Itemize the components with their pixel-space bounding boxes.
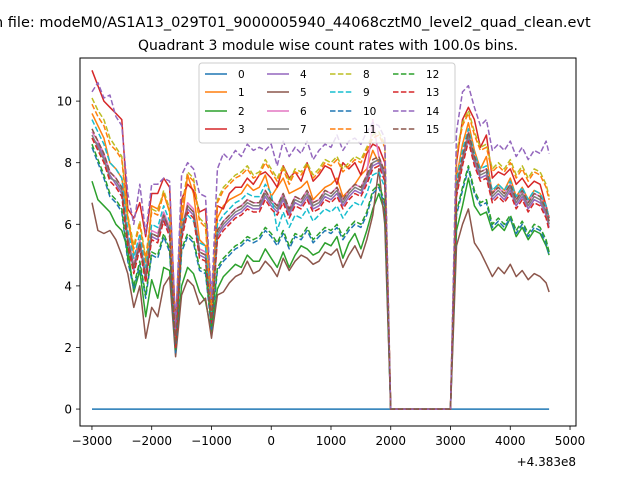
series-line-4 bbox=[91, 137, 550, 410]
legend-label: 8 bbox=[363, 69, 370, 81]
legend-label: 9 bbox=[363, 87, 370, 99]
legend-label: 1 bbox=[238, 87, 245, 99]
figure-suptitle: n file: modeM0/AS1A13_029T01_9000005940_… bbox=[0, 15, 591, 31]
legend-label: 11 bbox=[363, 124, 376, 136]
legend-label: 2 bbox=[238, 106, 245, 118]
series-line-11 bbox=[91, 103, 550, 410]
legend-label: 13 bbox=[426, 87, 439, 99]
x-axis: −3000 −2000 −1000 0 1000 2000 3000 4000 5000 bbox=[72, 426, 586, 448]
x-tick-label: 5000 bbox=[555, 434, 586, 448]
series-line-3 bbox=[91, 70, 550, 410]
x-offset-text: +4.383e8 bbox=[517, 455, 576, 469]
y-tick-label: 0 bbox=[64, 403, 72, 417]
series-line-9 bbox=[91, 119, 550, 410]
legend-label: 12 bbox=[426, 69, 439, 81]
legend-label: 0 bbox=[238, 69, 245, 81]
series-line-2 bbox=[91, 177, 550, 410]
x-tick-label: −2000 bbox=[131, 434, 172, 448]
series-line-5 bbox=[91, 168, 550, 410]
series-line-8 bbox=[91, 97, 550, 410]
x-tick-label: 0 bbox=[267, 434, 275, 448]
series-line-12 bbox=[91, 143, 550, 410]
y-tick-label: 2 bbox=[64, 341, 72, 355]
y-axis: 0 2 4 6 8 10 bbox=[57, 95, 80, 417]
legend-label: 4 bbox=[300, 69, 307, 81]
series-line-13 bbox=[91, 137, 550, 410]
chart-title: Quadrant 3 module wise count rates with … bbox=[138, 38, 518, 54]
legend-label: 10 bbox=[363, 106, 376, 118]
legend-box bbox=[198, 62, 456, 144]
legend-label: 14 bbox=[426, 106, 440, 118]
x-tick-label: 1000 bbox=[316, 434, 347, 448]
y-tick-label: 8 bbox=[64, 156, 72, 170]
plot-area: −3000 −2000 −1000 0 1000 2000 3000 4000 5000 0 2 4… bbox=[57, 57, 586, 448]
legend-label: 3 bbox=[238, 124, 245, 136]
legend-label: 6 bbox=[300, 106, 307, 118]
x-tick-label: 4000 bbox=[495, 434, 526, 448]
legend-label: 7 bbox=[300, 124, 307, 136]
axes-frame bbox=[79, 57, 577, 427]
series-line-14 bbox=[91, 81, 550, 410]
series-lines bbox=[91, 70, 550, 410]
x-tick-label: −3000 bbox=[72, 434, 113, 448]
legend-label: 5 bbox=[300, 87, 307, 99]
x-tick-label: −1000 bbox=[191, 434, 232, 448]
x-tick-label: 2000 bbox=[375, 434, 406, 448]
x-tick-label: 3000 bbox=[435, 434, 466, 448]
y-tick-label: 10 bbox=[57, 95, 72, 109]
y-tick-label: 4 bbox=[64, 279, 72, 293]
legend-label: 15 bbox=[426, 124, 439, 136]
series-line-10 bbox=[91, 147, 550, 410]
series-line-15 bbox=[91, 128, 550, 410]
y-tick-label: 6 bbox=[64, 218, 72, 232]
